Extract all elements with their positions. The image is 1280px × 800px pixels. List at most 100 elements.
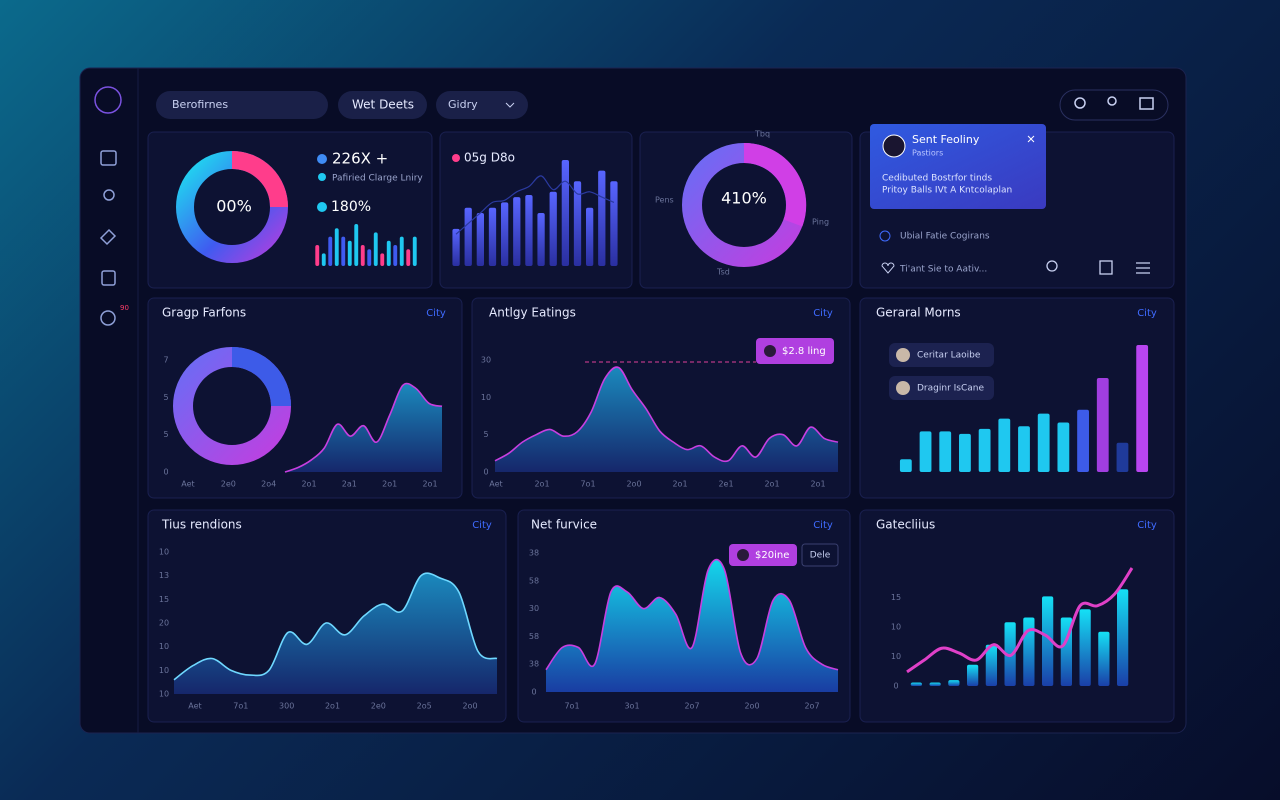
legend-avatar <box>896 348 910 362</box>
heart-icon[interactable] <box>881 262 895 274</box>
area-line <box>494 366 839 463</box>
bar <box>464 207 472 266</box>
stat-caption: Pafiried Clarge Lniry <box>332 174 423 184</box>
y-tick-label: 20 <box>159 619 169 628</box>
y-tick-label: 30 <box>529 604 539 613</box>
bar <box>919 431 932 472</box>
legend-label: Draginr IsCane <box>917 384 984 394</box>
card-link[interactable]: City <box>813 308 833 319</box>
card-link[interactable]: City <box>472 520 492 531</box>
card-title: Gragp Farfons <box>162 306 246 320</box>
x-tick-label: 7o1 <box>564 702 579 711</box>
area-line <box>173 572 498 681</box>
callout: Ping <box>812 218 829 227</box>
action-icon[interactable] <box>1046 260 1058 272</box>
card-title: Net furvice <box>531 518 597 532</box>
bar <box>501 202 509 266</box>
stat-value: 226X + <box>332 150 388 168</box>
mini-bar <box>315 245 320 266</box>
y-tick-label: 38 <box>529 660 539 669</box>
mini-bar <box>321 253 326 266</box>
bar <box>1018 426 1030 472</box>
nav-icon[interactable] <box>100 150 117 166</box>
y-tick-label: 10 <box>891 623 901 632</box>
button[interactable] <box>801 543 839 567</box>
tooltip <box>756 338 834 364</box>
bar <box>967 664 979 686</box>
list-item[interactable]: Ubial Fatie Cogirans <box>900 232 990 242</box>
nav-icon[interactable] <box>103 189 115 201</box>
sidebar <box>94 86 122 326</box>
area-fill <box>495 367 838 472</box>
tooltip <box>729 544 797 566</box>
x-tick-label: 2a1 <box>342 480 357 489</box>
close-button[interactable] <box>1027 135 1035 143</box>
bar <box>1098 631 1110 686</box>
logo <box>94 86 122 114</box>
x-tick-label: 2o5 <box>417 702 432 711</box>
filter-label: Wet Deets <box>352 98 414 112</box>
y-tick-label: 0 <box>893 682 898 691</box>
area-line <box>284 382 443 473</box>
x-tick-label: 2e0 <box>221 480 236 489</box>
search-box[interactable] <box>156 91 328 119</box>
mini-bar <box>334 228 339 266</box>
card <box>859 509 1175 723</box>
y-tick-label: 58 <box>529 632 539 641</box>
notification[interactable] <box>870 124 1046 209</box>
y-tick-label: 5 <box>163 393 168 402</box>
card-link[interactable]: City <box>1137 520 1157 531</box>
legend-chip[interactable] <box>889 343 994 367</box>
action-icon[interactable] <box>1136 262 1150 274</box>
mini-bar <box>360 245 365 266</box>
x-tick-label: 2o7 <box>684 702 699 711</box>
x-tick-label: 2o1 <box>534 480 549 489</box>
user-icon[interactable] <box>1107 96 1117 106</box>
y-tick-label: 5 <box>483 430 488 439</box>
nav-icon[interactable] <box>101 270 116 286</box>
search-icon[interactable] <box>1074 97 1086 109</box>
y-tick-label: 10 <box>891 652 901 661</box>
x-tick-label: 2e0 <box>371 702 386 711</box>
x-tick-label: 2o1 <box>325 702 340 711</box>
card-title: Gatecliius <box>876 518 935 532</box>
dropdown-label: Gidry <box>448 98 478 111</box>
x-tick-label: 7o1 <box>233 702 248 711</box>
bar <box>1136 345 1149 472</box>
action-icon[interactable] <box>1099 260 1113 275</box>
legend-dot <box>317 154 327 164</box>
nav-icon[interactable] <box>100 310 116 326</box>
mini-bar <box>406 249 411 266</box>
legend-dot <box>317 202 327 212</box>
card-link[interactable]: City <box>426 308 446 319</box>
donut-label: 00% <box>216 197 252 216</box>
home-icon[interactable] <box>1139 97 1154 110</box>
donut-segment <box>231 347 291 407</box>
stat-value: 180% <box>331 199 371 215</box>
bar <box>573 181 582 266</box>
card-link[interactable]: City <box>813 520 833 531</box>
mini-bar <box>393 245 398 266</box>
bar <box>899 459 912 472</box>
y-tick-label: 5 <box>163 430 168 439</box>
mini-bar <box>341 236 346 266</box>
area-line <box>545 558 839 671</box>
dropdown[interactable] <box>436 91 528 119</box>
y-tick-label: 0 <box>483 468 488 477</box>
bar <box>910 682 922 686</box>
card-link[interactable]: City <box>1137 308 1157 319</box>
bar <box>1079 609 1091 686</box>
filter-button[interactable] <box>338 91 427 119</box>
bar <box>513 197 521 266</box>
mini-bar <box>399 236 404 266</box>
legend-chip[interactable] <box>889 376 994 400</box>
bar <box>998 418 1011 472</box>
x-tick-label: 2o0 <box>626 480 641 489</box>
y-tick-label: 10 <box>481 393 491 402</box>
x-tick-label: Aet <box>188 702 201 711</box>
nav-icon[interactable] <box>99 228 117 246</box>
mini-bar <box>367 249 372 266</box>
chevron <box>505 102 515 108</box>
callout: Pens <box>655 196 674 205</box>
list-item[interactable]: Ti'ant Sie to Aativ... <box>899 265 987 275</box>
